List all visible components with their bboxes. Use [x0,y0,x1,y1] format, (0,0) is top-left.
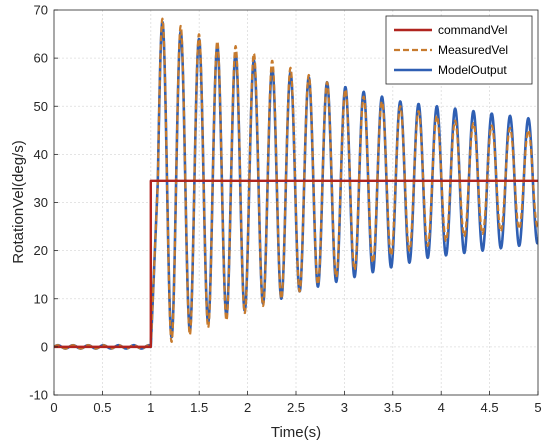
x-tick-label: 1.5 [190,400,208,415]
x-axis: 0 0.5 1 1.5 2 2.5 3 3.5 4 4.5 5 [50,391,542,415]
series-line-MeasuredVel [54,17,538,350]
y-tick-label: 0 [41,339,48,354]
x-tick-label: 3 [341,400,348,415]
x-tick-label: 1 [147,400,154,415]
series-lines [54,17,538,350]
series-line-commandVel [54,179,538,349]
x-tick-label: 0.5 [93,400,111,415]
y-axis: -10 0 10 20 30 40 50 60 70 [29,3,58,403]
legend: commandVel MeasuredVel ModelOutput [385,15,533,85]
legend-label-ModelOutput: ModelOutput [438,63,507,77]
x-tick-label: 5 [534,400,541,415]
y-tick-label: 30 [34,195,48,210]
x-tick-label: 0 [50,400,57,415]
legend-label-MeasuredVel: MeasuredVel [438,43,508,57]
y-tick-label: 60 [34,51,48,66]
legend-label-commandVel: commandVel [438,23,507,37]
x-axis-label: Time(s) [271,424,321,441]
x-tick-label: 4 [438,400,445,415]
x-tick-label: 3.5 [384,400,402,415]
y-tick-label: 20 [34,243,48,258]
x-tick-label: 2 [244,400,251,415]
y-tick-label: 40 [34,147,48,162]
y-tick-label: 10 [34,291,48,306]
x-tick-label: 4.5 [481,400,499,415]
x-tick-label: 2.5 [287,400,305,415]
y-tick-label: 70 [34,3,48,18]
y-axis-label: RotationVel(deg/s) [10,140,27,263]
y-tick-label: -10 [29,388,48,403]
y-tick-label: 50 [34,99,48,114]
legend-box [385,15,533,85]
